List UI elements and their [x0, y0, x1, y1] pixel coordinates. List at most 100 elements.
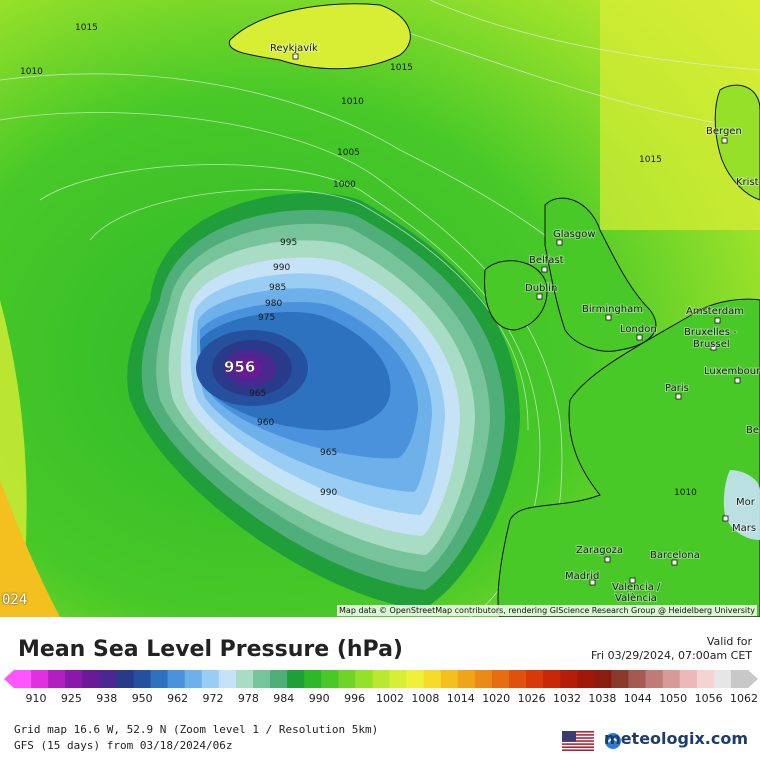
scale-swatch — [406, 670, 425, 688]
scale-tick-label: 1056 — [695, 692, 723, 705]
grid-info: Grid map 16.6 W, 52.9 N (Zoom level 1 / … — [14, 723, 379, 736]
low-pressure-core — [234, 357, 262, 379]
scale-swatch — [133, 670, 152, 688]
scale-swatch — [48, 670, 66, 688]
scale-swatch — [82, 670, 100, 688]
scale-tick-label: 996 — [344, 692, 365, 705]
city-label-reykjavik: Reykjavík — [270, 42, 318, 54]
city-label-paris: Paris — [665, 383, 689, 394]
city-label-glasgow: Glasgow — [553, 229, 596, 240]
us-flag-icon[interactable] — [562, 731, 594, 751]
scale-tick-label: 950 — [132, 692, 153, 705]
scale-swatch — [730, 670, 749, 688]
scale-swatch — [713, 670, 732, 688]
mediterranean-low — [723, 470, 760, 540]
scale-tick-label: 1038 — [588, 692, 616, 705]
city-label-dublin: Dublin — [525, 283, 557, 294]
scale-swatch — [389, 670, 408, 688]
color-scale: 910 925 938 950 962 972 978 984 990 996 1002 1008 10… — [4, 670, 759, 705]
iceland-landmass — [228, 3, 411, 70]
scale-swatch — [31, 670, 49, 688]
scale-swatch — [679, 670, 698, 688]
scale-tick-label: 1020 — [482, 692, 510, 705]
scale-swatch — [628, 670, 647, 688]
scale-swatch — [526, 670, 544, 688]
scale-tick-label: 1044 — [624, 692, 652, 705]
city-label-marseille: Mars — [732, 523, 756, 534]
city-label-valencia-alt: València — [615, 592, 657, 604]
scale-swatch — [491, 670, 510, 688]
isobar-label: 990 — [273, 263, 290, 273]
scale-swatch — [321, 670, 339, 688]
city-label-brussel: Brussel — [693, 339, 730, 350]
scale-swatch — [184, 670, 203, 688]
great-britain-landmass — [544, 197, 657, 352]
city-label-barcelona: Barcelona — [650, 550, 700, 561]
scale-swatch — [338, 670, 356, 688]
scale-swatch — [150, 670, 169, 688]
scale-swatch — [560, 670, 578, 688]
isobar-label: 1000 — [333, 180, 356, 190]
isobar-label: 965 — [249, 389, 266, 399]
brand-link[interactable]: meteologix.com — [604, 729, 748, 748]
isobar-label: 1005 — [337, 148, 360, 158]
scale-swatch — [645, 670, 664, 688]
isobar-label: 1015 — [639, 155, 662, 165]
city-label-bergen: Bergen — [706, 126, 742, 137]
scale-swatch — [167, 670, 186, 688]
scale-swatch — [474, 670, 493, 688]
scale-swatch — [99, 670, 117, 688]
valid-for-label: Valid for — [706, 635, 752, 648]
scale-tick-label: 938 — [96, 692, 117, 705]
city-label-kristiansand: Krist — [736, 177, 759, 188]
scale-swatch — [372, 670, 391, 688]
isobar-label: 1015 — [75, 23, 98, 33]
isobar-label: 1010 — [20, 67, 43, 77]
scale-swatch — [201, 670, 220, 688]
scale-tick-label: 984 — [273, 692, 294, 705]
scale-swatch — [662, 670, 681, 688]
scale-tick-label: 1002 — [376, 692, 404, 705]
scale-swatch — [423, 670, 442, 688]
scale-swatch — [235, 670, 254, 688]
color-scale-bars — [4, 670, 758, 688]
scale-arrow-low — [4, 670, 14, 688]
scale-swatch — [696, 670, 715, 688]
isobar-label: 1010 — [674, 488, 697, 498]
scale-tick-label: 1050 — [659, 692, 687, 705]
ireland-landmass — [484, 260, 548, 331]
scale-swatch — [355, 670, 373, 688]
scale-tick-label: 1032 — [553, 692, 581, 705]
valid-time: Fri 03/29/2024, 07:00am CET — [591, 649, 752, 662]
isobar-label: 985 — [269, 283, 286, 293]
city-label-luxembourg: Luxembourg — [704, 366, 760, 377]
meteologix-logo-icon — [605, 733, 621, 749]
map-title: Mean Sea Level Pressure (hPa) — [18, 637, 403, 662]
scale-swatch — [304, 670, 322, 688]
isobar-label: 1015 — [390, 63, 413, 73]
scale-swatch — [270, 670, 288, 688]
scale-tick-label: 962 — [167, 692, 188, 705]
continental-europe-landmass — [497, 298, 760, 617]
scale-tick-label: 1008 — [411, 692, 439, 705]
model-run-info: GFS (15 days) from 03/18/2024/06z — [14, 739, 233, 752]
map-attribution: Map data © OpenStreetMap contributors, r… — [337, 605, 757, 616]
legend-panel: Mean Sea Level Pressure (hPa) Valid for … — [0, 617, 760, 760]
isobar-label: 980 — [265, 299, 282, 309]
isobar-label: 960 — [257, 418, 274, 428]
city-label-valencia: Valencia / — [612, 582, 661, 593]
forecast-hour-label: 024 — [2, 592, 28, 608]
scale-swatch — [457, 670, 476, 688]
color-scale-ticks: 910 925 938 950 962 972 978 984 990 996 1002 1008 10… — [26, 692, 759, 705]
scale-tick-label: 1014 — [447, 692, 475, 705]
pressure-map-canvas: 1015 1010 1015 1010 1005 1000 995 990 98… — [0, 0, 760, 617]
scale-tick-label: 990 — [309, 692, 330, 705]
scale-tick-label: 910 — [26, 692, 47, 705]
scale-swatch — [594, 670, 612, 688]
isobar-label: 990 — [320, 488, 337, 498]
low-center-label: 956 — [224, 358, 255, 376]
scale-tick-label: 1026 — [518, 692, 546, 705]
scale-swatch — [509, 670, 527, 688]
city-label-mor: Mor — [736, 497, 756, 508]
pressure-map[interactable]: 1015 1010 1015 1010 1005 1000 995 990 98… — [0, 0, 760, 617]
